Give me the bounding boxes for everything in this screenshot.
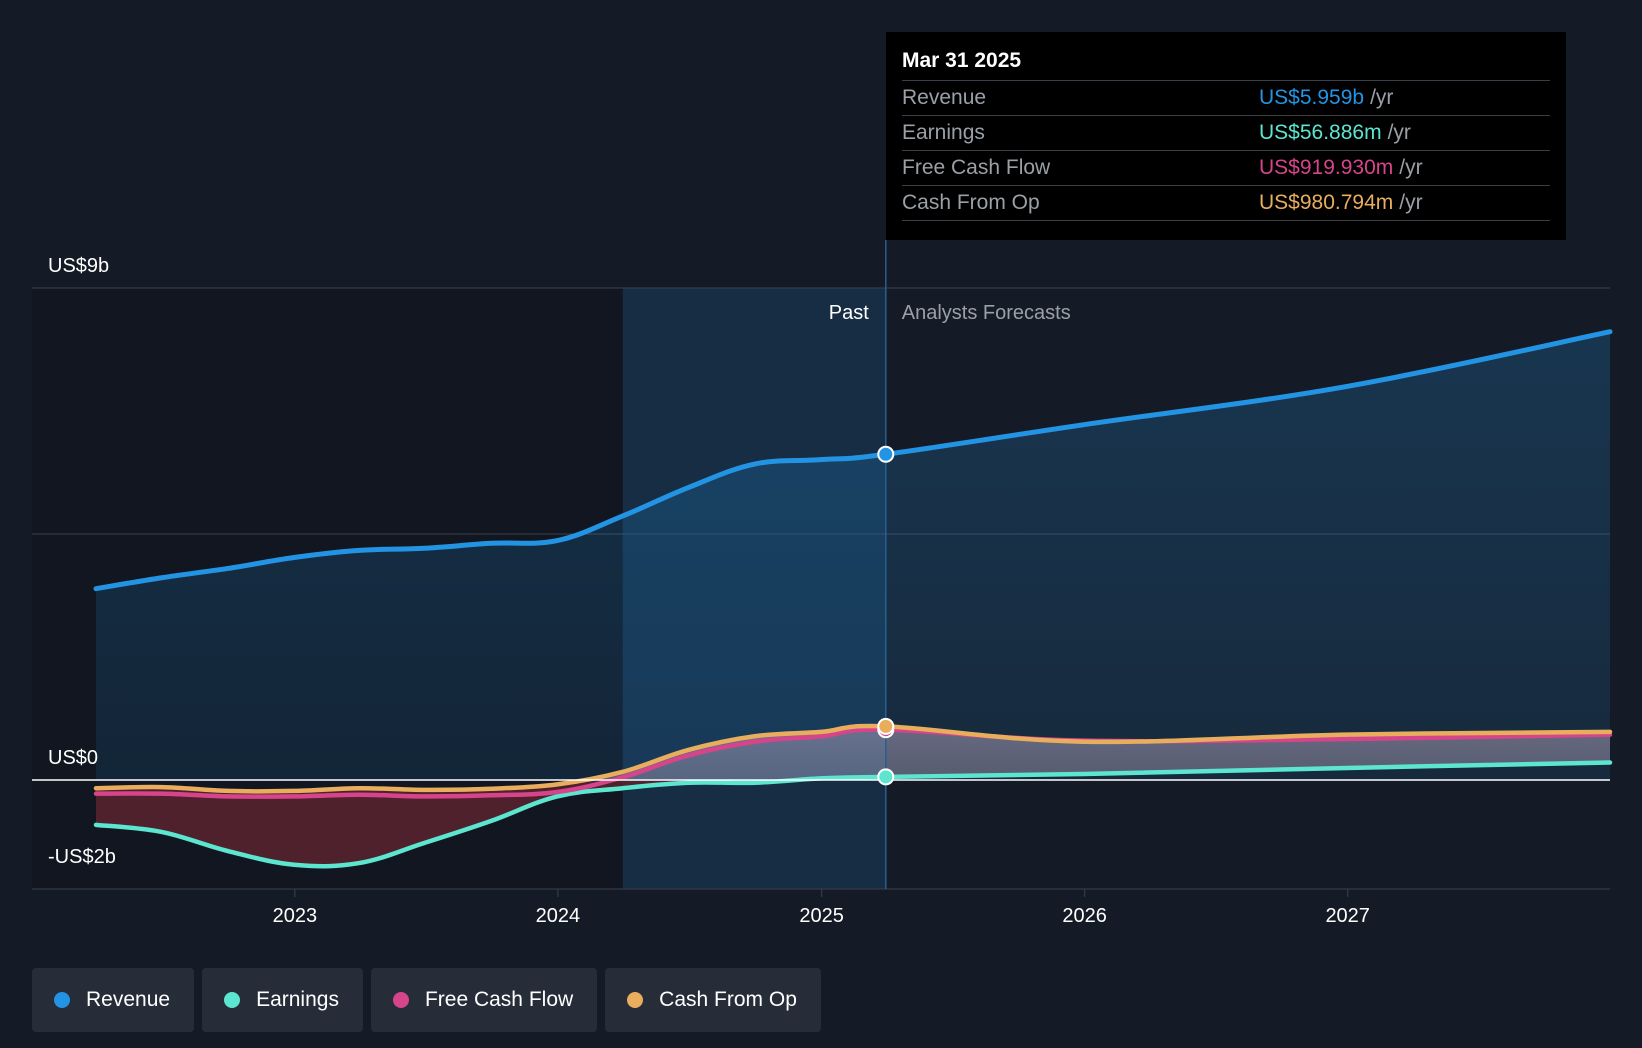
x-tick-label: 2025 [799, 905, 844, 927]
tooltip-series-value: US$919.930m [1259, 156, 1394, 179]
tooltip-series-value: US$980.794m [1259, 191, 1394, 214]
legend-label: Revenue [86, 988, 171, 1011]
tooltip-unit: /yr [1399, 191, 1423, 214]
tooltip-date: Mar 31 2025 [902, 49, 1022, 72]
earnings-marker [877, 768, 895, 786]
legend-dot-icon [627, 992, 644, 1008]
x-axis-labels: 2023 2024 2025 2026 2027 [273, 889, 1370, 927]
x-tick-label: 2027 [1325, 905, 1370, 927]
revenue-marker [877, 445, 895, 463]
y-tick-label: -US$2b [48, 846, 116, 868]
tooltip-unit: /yr [1399, 156, 1423, 179]
highlight-markers [877, 445, 895, 786]
cash-from-op-marker [877, 717, 895, 735]
tooltip-series-value: US$56.886m [1259, 121, 1382, 144]
legend-earnings[interactable]: Earnings [202, 968, 363, 1032]
legend: Revenue Earnings Free Cash Flow Cash From O… [32, 968, 821, 1032]
tooltip-series-name: Free Cash Flow [902, 156, 1051, 179]
cash-from-op-line [93, 723, 1613, 794]
tooltip-series-name: Revenue [902, 86, 987, 109]
legend-dot-icon [392, 992, 409, 1008]
y-tick-label: US$0 [48, 747, 98, 769]
y-axis-labels: US$9b US$0 -US$2b [48, 255, 116, 868]
legend-label: Earnings [256, 988, 339, 1011]
x-tick-label: 2024 [536, 905, 581, 927]
legend-label: Free Cash Flow [424, 988, 574, 1011]
x-tick-label: 2026 [1062, 905, 1107, 927]
tooltip-unit: /yr [1370, 86, 1394, 109]
legend-revenue[interactable]: Revenue [32, 968, 195, 1032]
tooltip-unit: /yr [1387, 121, 1411, 144]
legend-dot-icon [54, 992, 70, 1008]
x-tick-label: 2023 [273, 905, 318, 927]
tooltip-series-name: Earnings [902, 121, 985, 144]
tooltip-series-value: US$5.959b [1259, 86, 1365, 109]
earnings-line [93, 760, 1613, 869]
series-lines [93, 329, 1613, 869]
tooltip-row: Earnings US$56.886m/yr [902, 115, 1550, 150]
tooltip: Mar 31 2025 Revenue US$5.959b/yr Earnings U… [886, 32, 1566, 240]
revenue-line [93, 329, 1613, 592]
tooltip-series-name: Cash From Op [902, 191, 1040, 214]
legend-label: Cash From Op [659, 988, 797, 1011]
tooltip-row: Revenue US$5.959b/yr [902, 80, 1550, 115]
legend-cash-from-op[interactable]: Cash From Op [605, 968, 821, 1032]
tooltip-row: Cash From Op US$980.794m/yr [902, 185, 1550, 221]
tooltip-row: Free Cash Flow US$919.930m/yr [902, 150, 1550, 185]
legend-free-cash-flow[interactable]: Free Cash Flow [370, 968, 598, 1032]
loss-area [96, 780, 796, 867]
legend-dot-icon [224, 992, 241, 1008]
forecast-label: Analysts Forecasts [902, 302, 1071, 324]
past-label: Past [829, 302, 869, 324]
revenue-area [96, 331, 1610, 780]
y-tick-label: US$9b [48, 255, 109, 277]
